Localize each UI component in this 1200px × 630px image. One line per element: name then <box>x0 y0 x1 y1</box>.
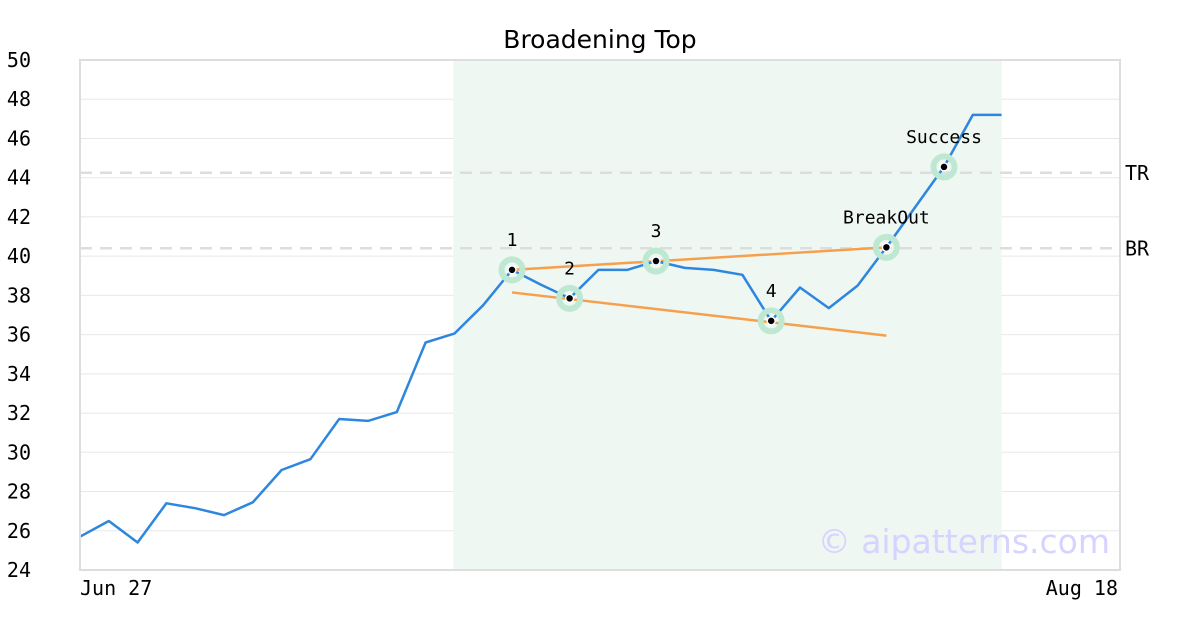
pattern-label-1: 1 <box>507 230 518 251</box>
pattern-point-4 <box>766 316 776 326</box>
trendlines <box>511 246 887 337</box>
y-tick-label: 24 <box>7 558 31 582</box>
pattern-point-success <box>939 162 949 172</box>
pattern-point-breakout <box>881 242 892 253</box>
x-axis-tick-labels: Jun 27 Aug 18 <box>80 576 1118 600</box>
pattern-point-ring-3 <box>642 247 670 275</box>
y-axis-tick-labels: 24 26 28 30 32 34 36 38 40 42 44 46 48 50 <box>7 48 31 582</box>
y-tick-label: 40 <box>7 244 31 268</box>
y-tick-label: 42 <box>7 205 31 229</box>
pattern-point-2 <box>564 293 575 304</box>
pattern-label-3: 3 <box>651 221 662 242</box>
pattern-point-ring-1 <box>498 256 526 284</box>
y-tick-label: 28 <box>7 480 31 504</box>
pattern-label-2: 2 <box>564 258 575 279</box>
y-tick-label: 26 <box>7 519 31 543</box>
pattern-point-ring-2 <box>556 284 584 312</box>
y-tick-label: 30 <box>7 440 31 464</box>
price-line <box>79 113 1002 544</box>
pattern-label-breakout: BreakOut <box>843 207 930 228</box>
pattern-point-ring-success <box>930 153 958 181</box>
watermark: © aipatterns.com <box>818 522 1110 561</box>
pattern-point-1 <box>507 265 517 275</box>
y-tick-label: 32 <box>7 401 31 425</box>
pattern-point-ring-breakout <box>872 233 900 261</box>
x-tick-label: Jun 27 <box>80 576 152 600</box>
upper-trendline <box>511 246 887 272</box>
y-tick-label: 44 <box>7 166 31 190</box>
pattern-label-4: 4 <box>766 281 777 302</box>
x-tick-label: Aug 18 <box>1046 576 1118 600</box>
y-tick-label: 34 <box>7 362 31 386</box>
plot-frame <box>79 59 1121 571</box>
lower-trendline <box>511 291 887 337</box>
pattern-points: 1 2 3 4 BreakOut Success <box>498 127 982 335</box>
pattern-label-success: Success <box>906 127 982 148</box>
y-tick-label: 36 <box>7 323 31 347</box>
price-series <box>79 113 1002 544</box>
y-tick-label: 46 <box>7 126 31 150</box>
y-tick-label: 38 <box>7 283 31 307</box>
pattern-point-3 <box>651 256 661 266</box>
y-tick-label: 50 <box>7 48 31 72</box>
reference-label-br: BR <box>1125 236 1150 260</box>
highlight-band <box>453 60 1002 570</box>
reference-label-tr: TR <box>1125 161 1150 185</box>
pattern-point-ring-4 <box>757 307 785 335</box>
pattern-highlight-region <box>453 60 1002 570</box>
y-tick-label: 48 <box>7 87 31 111</box>
reference-lines: TR BR <box>80 161 1150 260</box>
chart-title: Broadening Top <box>503 25 696 54</box>
